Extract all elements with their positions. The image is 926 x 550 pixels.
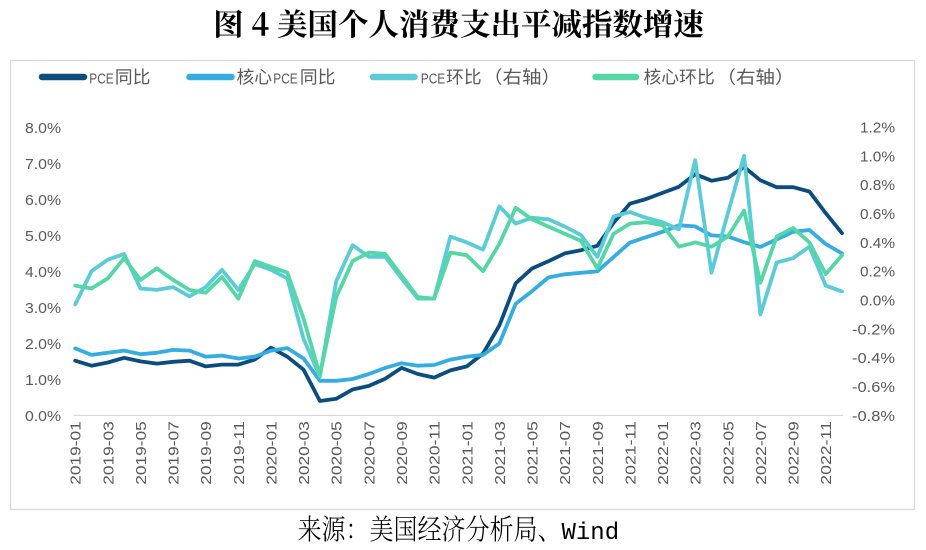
svg-text:4.0%: 4.0%: [25, 264, 61, 281]
svg-text:-0.4%: -0.4%: [852, 350, 895, 367]
svg-text:Wind: Wind: [562, 520, 620, 547]
svg-text:2020-07: 2020-07: [361, 421, 378, 485]
svg-text:2019-11: 2019-11: [231, 421, 248, 485]
svg-text:2020-01: 2020-01: [264, 421, 281, 485]
svg-text:2019-03: 2019-03: [100, 421, 117, 485]
svg-text:2019-05: 2019-05: [133, 421, 150, 485]
svg-text:PCE: PCE: [421, 70, 445, 87]
svg-text:PCE: PCE: [89, 70, 113, 87]
svg-text:0.8%: 0.8%: [860, 177, 895, 194]
svg-text:0.4%: 0.4%: [860, 235, 895, 252]
svg-text:1.0%: 1.0%: [25, 372, 61, 389]
svg-text:7.0%: 7.0%: [25, 156, 61, 173]
svg-text:2020-11: 2020-11: [427, 421, 444, 485]
svg-text:0.2%: 0.2%: [860, 264, 895, 281]
svg-text:2022-05: 2022-05: [720, 421, 737, 485]
svg-text:2022-11: 2022-11: [818, 421, 835, 485]
svg-text:2022-03: 2022-03: [688, 421, 705, 485]
svg-text:2021-01: 2021-01: [459, 421, 476, 485]
svg-text:0.6%: 0.6%: [860, 206, 895, 223]
svg-text:2022-07: 2022-07: [753, 421, 770, 485]
svg-text:2022-01: 2022-01: [655, 421, 672, 485]
svg-text:2019-01: 2019-01: [68, 421, 85, 485]
svg-text:1.2%: 1.2%: [860, 120, 895, 137]
svg-text:2.0%: 2.0%: [25, 336, 61, 353]
svg-text:2021-05: 2021-05: [525, 421, 542, 485]
svg-text:-0.2%: -0.2%: [852, 321, 895, 338]
svg-text:0.0%: 0.0%: [860, 293, 895, 310]
svg-text:1.0%: 1.0%: [860, 148, 895, 165]
svg-text:-0.8%: -0.8%: [852, 408, 895, 425]
svg-text:2019-07: 2019-07: [166, 421, 183, 485]
svg-text:2022-09: 2022-09: [786, 421, 803, 485]
svg-text:6.0%: 6.0%: [25, 192, 61, 209]
svg-text:2021-03: 2021-03: [492, 421, 509, 485]
svg-text:8.0%: 8.0%: [25, 120, 61, 137]
svg-text:2021-11: 2021-11: [622, 421, 639, 485]
svg-text:2021-07: 2021-07: [557, 421, 574, 485]
svg-text:2020-03: 2020-03: [296, 421, 313, 485]
svg-text:5.0%: 5.0%: [25, 228, 61, 245]
svg-text:0.0%: 0.0%: [25, 408, 61, 425]
svg-text:2019-09: 2019-09: [198, 421, 215, 485]
svg-text:PCE: PCE: [273, 70, 297, 87]
svg-text:2021-09: 2021-09: [590, 421, 607, 485]
svg-text:3.0%: 3.0%: [25, 300, 61, 317]
svg-text:2020-09: 2020-09: [394, 421, 411, 485]
svg-text:2020-05: 2020-05: [329, 421, 346, 485]
svg-text:-0.6%: -0.6%: [852, 379, 895, 396]
